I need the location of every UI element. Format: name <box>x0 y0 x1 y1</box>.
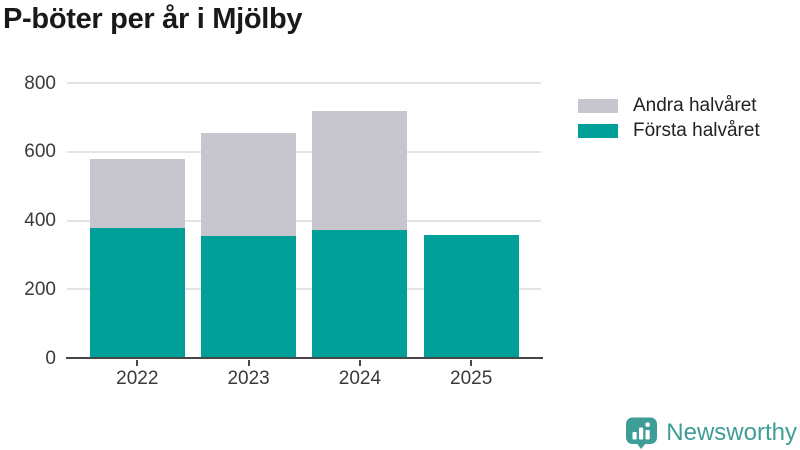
y-axis-tick-label: 800 <box>24 72 56 94</box>
legend-label: Andra halvåret <box>633 94 757 116</box>
legend-label: Första halvåret <box>633 119 760 141</box>
legend-swatch-andra-halvaret <box>578 98 618 113</box>
legend: Andra halvåret Första halvåret <box>578 93 760 143</box>
y-axis-tick-label: 0 <box>45 347 56 369</box>
legend-swatch-forsta-halvaret <box>578 123 618 138</box>
bar-2025-f-rsta-halv-ret <box>423 234 519 358</box>
x-axis-tick <box>470 359 473 366</box>
y-axis-tick-label: 400 <box>24 210 56 231</box>
x-axis-tick-label-2022: 2022 <box>116 368 159 389</box>
x-axis-line <box>66 357 543 360</box>
bar-2022-f-rsta-halv-ret <box>89 228 185 358</box>
x-axis-tick <box>136 359 139 366</box>
x-axis-tick-label-2025: 2025 <box>450 368 493 389</box>
brand-name: Newsworthy <box>666 419 797 446</box>
gridline-800 <box>67 82 541 84</box>
bar-2022-andra-halv-ret <box>89 158 185 229</box>
newsworthy-logo: Newsworthy <box>625 417 797 449</box>
legend-item-andra-halvaret: Andra halvåret <box>578 93 760 118</box>
newsworthy-bubble-chart-icon <box>626 417 658 449</box>
x-axis-tick-label-2024: 2024 <box>338 368 382 389</box>
bar-2023-f-rsta-halv-ret <box>201 235 297 358</box>
gridline-600 <box>67 150 541 153</box>
legend-item-forsta-halvaret: Första halvåret <box>578 118 760 143</box>
bar-2024-f-rsta-halv-ret <box>312 230 408 358</box>
x-axis-tick <box>358 359 361 366</box>
bar-2023-andra-halv-ret <box>201 133 297 236</box>
x-axis-tick-label-2023: 2023 <box>227 368 270 389</box>
y-axis-tick-label: 200 <box>24 278 56 300</box>
y-axis-tick-label: 600 <box>24 141 56 163</box>
x-axis-tick <box>247 359 250 366</box>
chart-title: P-böter per år i Mjölby <box>3 3 303 35</box>
gridline-200 <box>67 288 541 291</box>
bar-2024-andra-halv-ret <box>312 110 408 231</box>
gridline-400 <box>67 219 541 222</box>
